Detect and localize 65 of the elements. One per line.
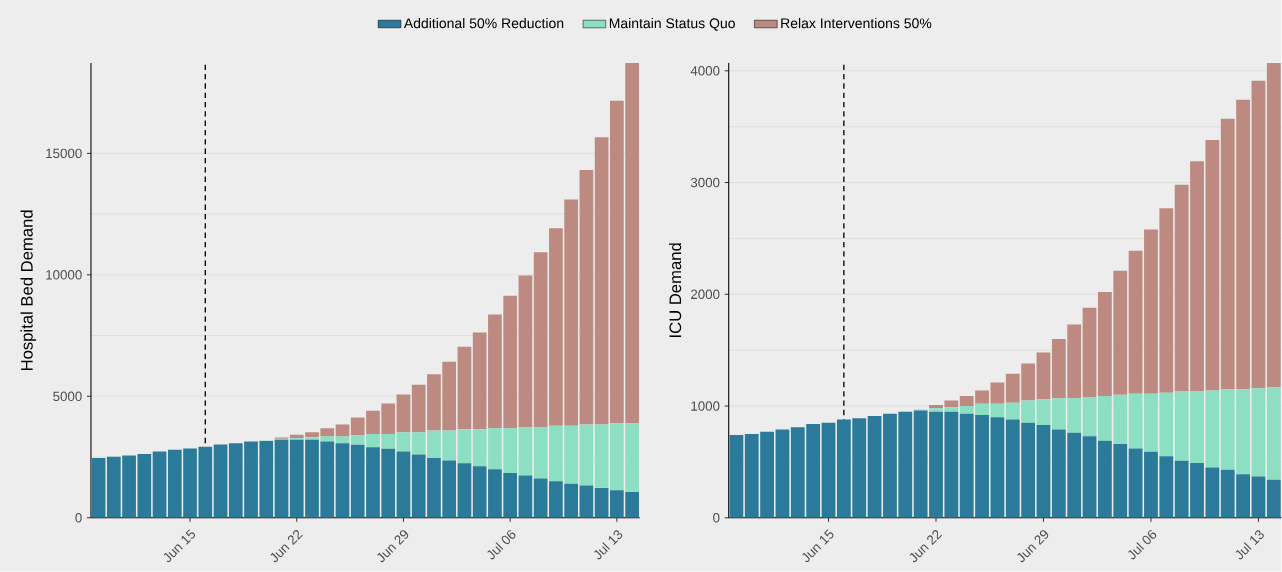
y-tick-label: 1000 [691, 401, 720, 411]
y-axis-title: Hospital Bed Demand [20, 210, 37, 371]
x-tick-label: Jun 15 [802, 529, 834, 563]
bar [518, 475, 533, 518]
bar [91, 458, 106, 518]
bar [518, 275, 533, 428]
bar [775, 429, 790, 518]
bar [1082, 436, 1097, 518]
bar [396, 451, 411, 518]
x-tick-label: Jun 22 [909, 530, 943, 563]
legend-label: Relax Interventions 50% [781, 18, 932, 29]
y-tick-label: 2000 [691, 289, 720, 300]
bar [1266, 63, 1281, 388]
bar [335, 424, 350, 437]
y-tick-label: 0 [75, 513, 82, 523]
bar [579, 424, 594, 486]
bar [1036, 399, 1051, 426]
bar [1266, 387, 1281, 480]
x-tick-label: Jul 13 [1235, 530, 1264, 560]
bar [457, 429, 472, 464]
bar [396, 394, 411, 433]
bar [1251, 476, 1266, 518]
y-tick-label: 5000 [53, 391, 82, 402]
bar [867, 416, 882, 518]
bar [990, 403, 1005, 418]
bar [990, 382, 1005, 404]
y-tick-label: 10000 [46, 270, 82, 280]
x-tick-label: Jun 22 [270, 530, 303, 563]
y-tick-label: 4000 [690, 66, 720, 76]
x-tick-label: Jun 29 [377, 530, 409, 563]
legend-label: Maintain Status Quo [609, 18, 735, 31]
bar [274, 439, 289, 518]
x-tick-label: Jun 15 [163, 529, 195, 563]
y-tick-label: 3000 [690, 177, 720, 188]
bar [1036, 352, 1051, 400]
bar [594, 424, 609, 489]
bar [990, 417, 1005, 518]
bar [1036, 425, 1051, 518]
x-tick-label: Jul 06 [1128, 530, 1157, 560]
bar [729, 435, 744, 518]
bar [335, 436, 350, 444]
bar [457, 463, 472, 518]
x-tick-label: Jun 29 [1017, 530, 1049, 563]
y-tick-label: 0 [713, 513, 720, 523]
x-tick-label: Jul 06 [487, 530, 516, 560]
bar [1266, 479, 1281, 518]
bar [579, 170, 594, 425]
bar [152, 451, 167, 518]
y-tick-label: 15000 [46, 148, 82, 159]
bar [1082, 307, 1097, 398]
bar [1251, 80, 1266, 389]
bar [579, 485, 594, 518]
bar [335, 443, 350, 518]
bar [1251, 388, 1266, 477]
bar [594, 137, 609, 425]
bar [1082, 397, 1097, 437]
bar [396, 432, 411, 452]
bar [457, 346, 472, 430]
bar [213, 444, 228, 518]
bar [594, 488, 609, 518]
y-axis-title: ICU Demand [668, 243, 682, 338]
bar [518, 427, 533, 476]
bar [821, 422, 836, 518]
legend-label: Additional 50% Reduction [403, 18, 564, 29]
x-tick-label: Jul 13 [593, 530, 623, 560]
